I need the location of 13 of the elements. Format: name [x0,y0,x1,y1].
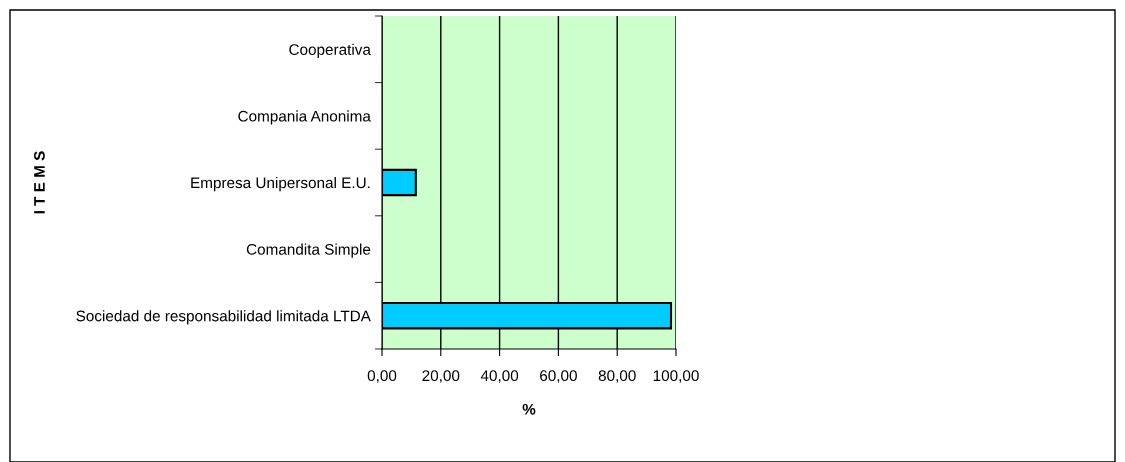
y-tick-label: Sociedad de responsabilidad limitada LTDA [76,310,371,325]
y-tick-label: Comandita Simple [246,243,371,258]
x-tick-label: 100,00 [653,370,699,383]
x-axis-title: % [522,403,536,415]
y-tick-label: Cooperativa [289,43,371,59]
x-tick-label: 20,00 [422,370,460,383]
y-tick-label: Compania Anonima [238,110,371,125]
x-tick-label: 40,00 [480,370,519,383]
x-tick-label: 80,00 [598,370,636,383]
x-tick-label: 0,00 [367,370,397,383]
y-axis-title: I T E M S [34,151,45,214]
y-tick-label: Empresa Unipersonal E.U. [191,176,370,192]
x-tick-label: 60,00 [540,370,577,383]
